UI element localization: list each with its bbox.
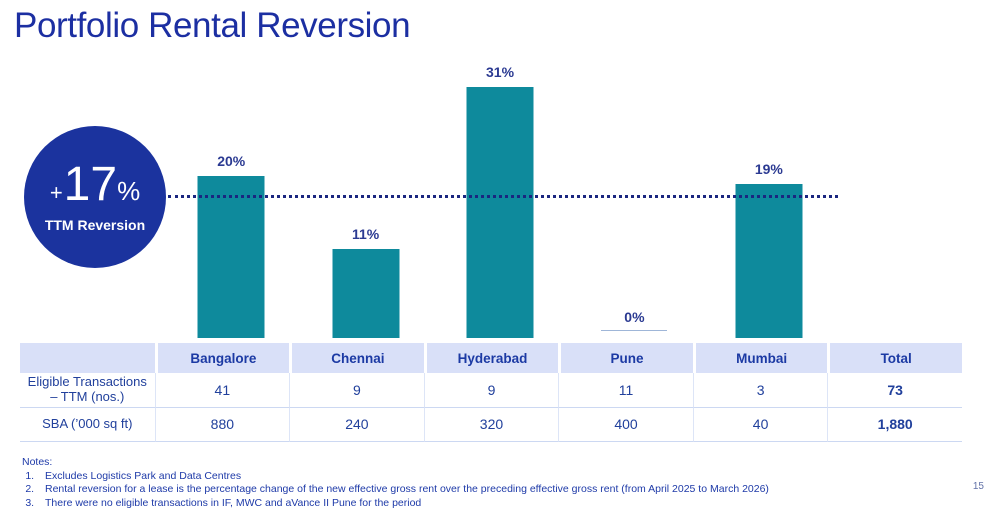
notes-section: Notes: Excludes Logistics Park and Data … xyxy=(22,456,952,510)
bar-value-label-chennai: 11% xyxy=(351,226,380,242)
metrics-table-header: Bangalore Chennai Hyderabad Pune Mumbai Total xyxy=(20,343,962,373)
column-header-pune: Pune xyxy=(558,343,693,373)
bar-bangalore xyxy=(197,176,265,338)
bar-column-bangalore: 20% xyxy=(164,60,298,338)
bar-value-label-bangalore: 20% xyxy=(217,153,246,169)
bar-value-label-pune: 0% xyxy=(624,309,645,325)
table-cell-total: 73 xyxy=(827,373,962,408)
metrics-table-body: Eligible Transactions – TTM (nos.) 41 9 9 11… xyxy=(20,373,962,442)
table-cell-bangalore: 41 xyxy=(154,373,290,408)
bar-column-chennai: 11% xyxy=(298,60,432,338)
table-cell-pune: 11 xyxy=(558,373,693,408)
row-label: Eligible Transactions – TTM (nos.) xyxy=(20,373,155,408)
column-header-chennai: Chennai xyxy=(289,343,424,373)
column-header-empty xyxy=(20,343,155,373)
note-item-2: Rental reversion for a lease is the perc… xyxy=(37,483,952,497)
ttm-reversion-label: TTM Reversion xyxy=(44,217,146,233)
header-row: Bangalore Chennai Hyderabad Pune Mumbai Total xyxy=(20,343,962,373)
ttm-reversion-value: +17% xyxy=(50,161,140,209)
table-cell-chennai: 9 xyxy=(289,373,424,408)
zero-baseline-tick-pune xyxy=(601,330,668,331)
column-header-mumbai: Mumbai xyxy=(692,343,828,373)
column-header-bangalore: Bangalore xyxy=(154,343,290,373)
reversion-number: 17 xyxy=(63,158,118,211)
column-header-total: Total xyxy=(827,343,962,373)
table-cell-mumbai: 40 xyxy=(692,407,828,442)
note-item-1: Excludes Logistics Park and Data Centres xyxy=(37,470,952,484)
metrics-table: Bangalore Chennai Hyderabad Pune Mumbai Total… xyxy=(20,343,962,442)
table-cell-total: 1,880 xyxy=(827,407,962,442)
bar-hyderabad xyxy=(466,87,534,338)
rental-reversion-bar-chart: 20% 11% 31% 0% 19% xyxy=(164,60,836,338)
column-header-hyderabad: Hyderabad xyxy=(423,343,559,373)
page-title: Portfolio Rental Reversion xyxy=(14,6,411,45)
page-number: 15 xyxy=(972,481,984,492)
percent-sign: % xyxy=(117,176,141,206)
ttm-reversion-badge: +17% TTM Reversion xyxy=(24,126,166,268)
bar-mumbai xyxy=(735,184,803,338)
table-cell-bangalore: 880 xyxy=(154,407,290,442)
bar-column-hyderabad: 31% xyxy=(433,60,567,338)
table-cell-hyderabad: 9 xyxy=(423,373,559,408)
note-item-3: There were no eligible transactions in I… xyxy=(37,497,952,511)
table-cell-pune: 400 xyxy=(558,407,693,442)
bar-value-label-hyderabad: 31% xyxy=(486,64,515,80)
notes-list: Excludes Logistics Park and Data Centres… xyxy=(22,470,952,511)
row-label: SBA (’000 sq ft) xyxy=(20,407,155,442)
notes-heading: Notes: xyxy=(22,456,53,468)
plus-sign: + xyxy=(49,180,63,205)
table-cell-hyderabad: 320 xyxy=(423,407,559,442)
bar-value-label-mumbai: 19% xyxy=(754,161,783,177)
bar-chennai xyxy=(332,249,400,338)
table-row-0: Eligible Transactions – TTM (nos.) 41 9 9 11… xyxy=(20,373,962,408)
bar-column-mumbai: 19% xyxy=(702,60,836,338)
table-row-1: SBA (’000 sq ft) 880 240 320 400 40 1,880 xyxy=(20,407,962,442)
ttm-average-dotted-line xyxy=(168,195,838,198)
table-cell-chennai: 240 xyxy=(289,407,424,442)
bar-column-pune: 0% xyxy=(567,60,701,338)
table-cell-mumbai: 3 xyxy=(692,373,828,408)
